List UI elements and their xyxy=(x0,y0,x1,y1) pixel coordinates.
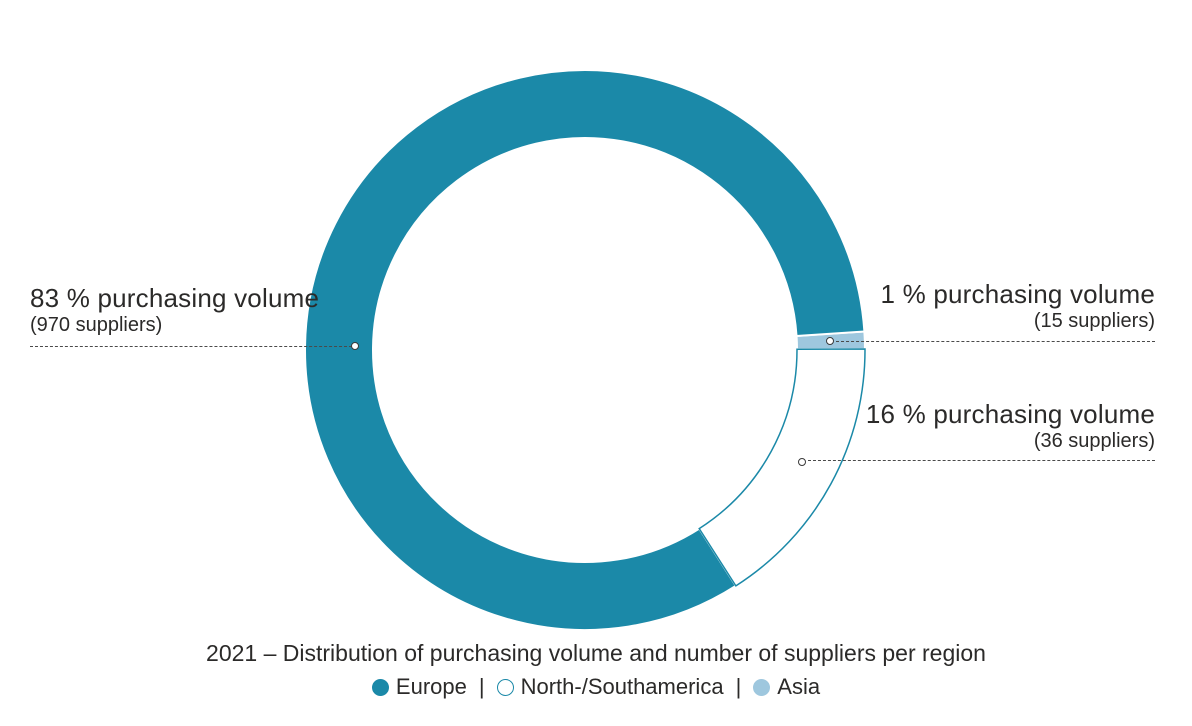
annotation-asia: 1 % purchasing volume (15 suppliers) xyxy=(881,279,1155,333)
annotation-asia-label: 1 % purchasing volume xyxy=(880,279,1155,309)
leader-line-europe xyxy=(30,346,352,347)
legend-item-asia: Asia xyxy=(753,674,820,700)
legend-label-asia: Asia xyxy=(777,674,821,699)
leader-line-america xyxy=(808,460,1155,461)
marker-dot-europe xyxy=(351,342,359,350)
legend-item-america: North-/Southamerica xyxy=(496,674,724,700)
legend-separator: | xyxy=(735,674,742,699)
annotation-america: 16 % purchasing volume (36 suppliers) xyxy=(866,399,1155,453)
legend-item-europe: Europe xyxy=(371,674,467,700)
annotation-europe: 83 % purchasing volume (970 suppliers) xyxy=(30,283,319,337)
legend-label-europe: Europe xyxy=(395,674,467,699)
leader-line-asia xyxy=(836,341,1155,342)
annotation-america-sub: (36 suppliers) xyxy=(1033,429,1155,452)
legend-label-america: North-/Southamerica xyxy=(520,674,724,699)
chart-title: 2021 – Distribution of purchasing volume… xyxy=(206,640,986,666)
europe-swatch-icon xyxy=(371,678,389,696)
annotation-asia-sub: (15 suppliers) xyxy=(1033,309,1155,332)
annotation-europe-label: 83 % purchasing volume xyxy=(30,283,320,313)
annotation-america-label: 16 % purchasing volume xyxy=(865,399,1155,429)
legend-separator: | xyxy=(478,674,485,699)
asia-swatch-icon xyxy=(753,678,771,696)
america-swatch-icon xyxy=(496,678,514,696)
annotation-europe-sub: (970 suppliers) xyxy=(30,313,163,336)
donut-segment-europe xyxy=(304,69,866,631)
chart-legend: Europe | North-/Southamerica | Asia xyxy=(0,674,1192,700)
donut-segment-north-southamerica xyxy=(698,348,866,587)
marker-dot-america xyxy=(798,458,806,466)
marker-dot-asia xyxy=(826,337,834,345)
